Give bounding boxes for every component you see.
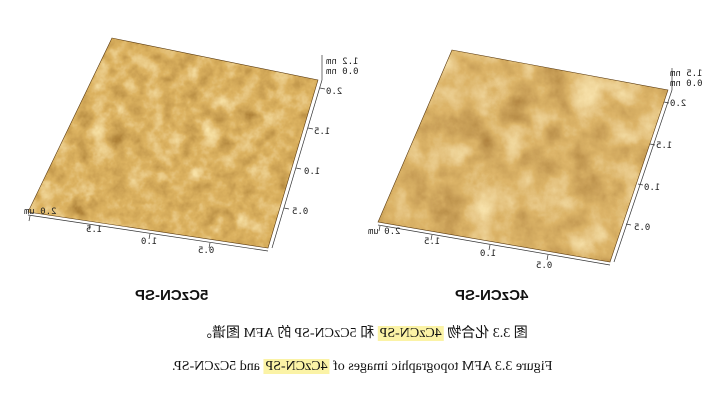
left-x-tick-3: 2.0 um: [24, 207, 57, 217]
left-x-tick-1: 1.0: [141, 237, 157, 247]
right-y-tick-1: 1.0: [644, 183, 660, 193]
caption-cn-post: 和 5CzCN-SP 的 AFM 图谱。: [197, 326, 378, 341]
right-x-tick-3: 2.0 um: [368, 227, 401, 237]
right-y-tick-2: 1.5: [656, 141, 672, 151]
left-x-axis: [27, 214, 269, 252]
left-y-tick-1: 1.0: [304, 167, 320, 177]
right-x-tick-0: 0.5: [536, 261, 552, 271]
afm-surface-left: [28, 38, 318, 248]
afm-surface-right-edge: [377, 49, 669, 263]
left-z-scale-min: 0.0 nm: [326, 67, 359, 77]
right-z-scale-min: 0.0 nm: [670, 79, 703, 89]
right-x-tick-1: 1.0: [480, 249, 496, 259]
afm-panel-left: 0.5 1.0 1.5 2.0 um 0.5 1.0 1.5 2.0 1.2 n…: [24, 37, 359, 256]
right-x-tick-2: 1.5: [424, 237, 440, 247]
caption-en-highlight: 4CzCN-SP: [263, 359, 330, 374]
left-x-tick-2: 1.5: [86, 225, 102, 235]
afm-surface-left-edge: [27, 37, 319, 249]
left-z-scale-max: 1.2 nm: [326, 57, 359, 67]
caption-en-post: and 5CzCN-SP.: [172, 359, 264, 374]
right-y-tick-3: 2.0: [670, 99, 686, 109]
caption-en-pre: Figure 3.3 AFM topographic images of: [329, 359, 553, 374]
right-z-scale-max: 1.5 nm: [670, 69, 703, 79]
left-x-tick-0: 0.5: [198, 246, 214, 256]
afm-panel-right: 0.5 1.0 1.5 2.0 um 0.5 1.0 1.5 2.0 1.5 n…: [368, 49, 703, 271]
left-y-tick-3: 2.0: [326, 87, 342, 97]
left-y-tick-0: 0.5: [292, 207, 308, 217]
afm-figure: 0.5 1.0 1.5 2.0 um 0.5 1.0 1.5 2.0 1.2 n…: [24, 37, 703, 271]
caption-cn-highlight: 4CzCN-SP: [377, 326, 444, 341]
right-panel-label: 4CzCN-SP: [455, 287, 529, 304]
caption-cn-pre: 图 3.3 化合物: [443, 326, 528, 341]
caption-english: Figure 3.3 AFM topographic images of 4Cz…: [0, 359, 725, 375]
right-x-axis: [377, 224, 611, 266]
right-y-tick-0: 0.5: [634, 223, 650, 233]
left-y-tick-2: 1.5: [314, 127, 330, 137]
right-y-axis: [613, 68, 673, 263]
caption-chinese: 图 3.3 化合物 4CzCN-SP 和 5CzCN-SP 的 AFM 图谱。: [0, 322, 725, 342]
left-y-axis: [271, 55, 326, 249]
left-panel-label: 5CzCN-SP: [135, 287, 209, 304]
afm-surface-right: [378, 50, 668, 262]
